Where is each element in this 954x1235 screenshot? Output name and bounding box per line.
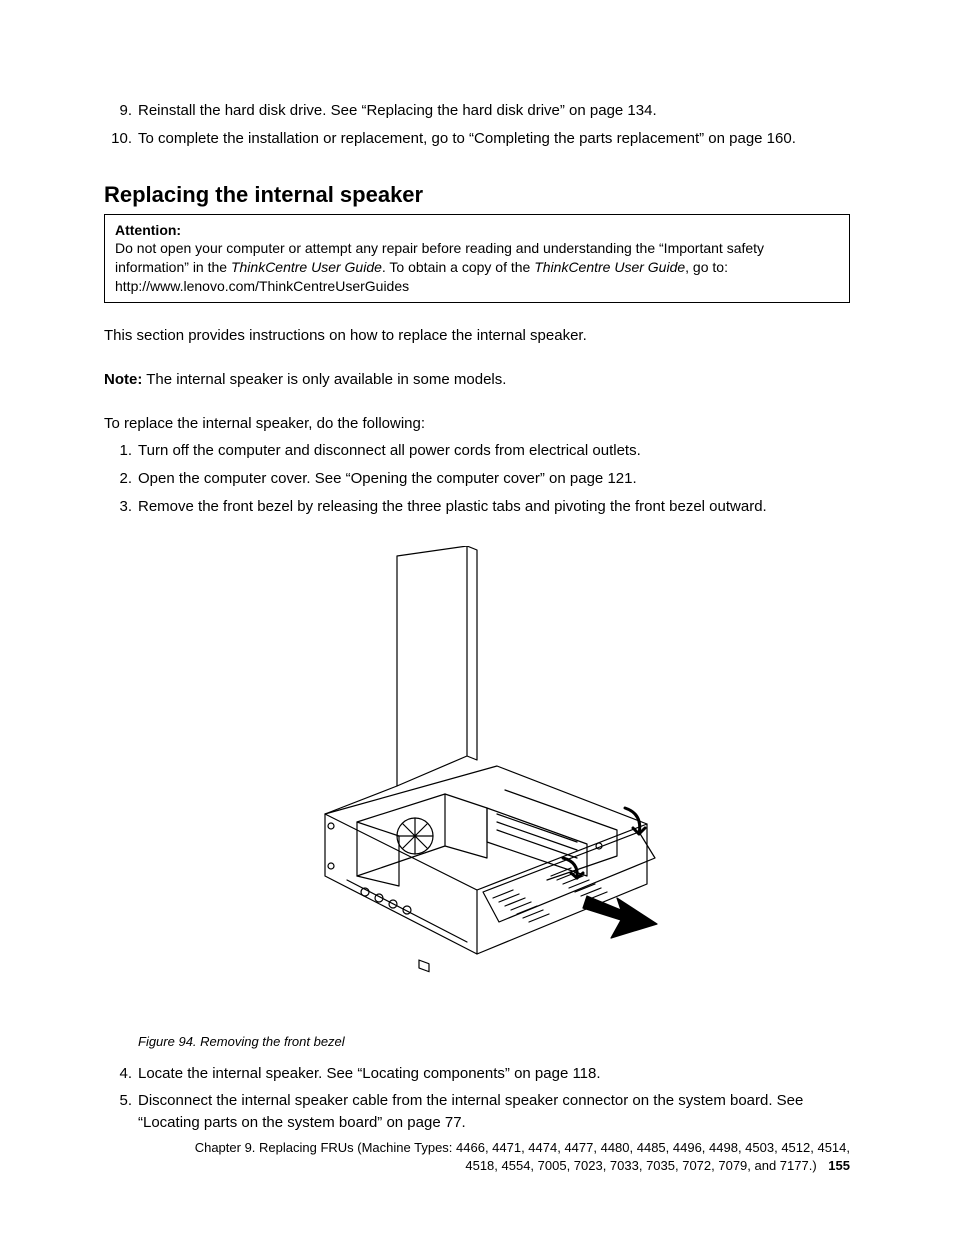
list-item: 10. To complete the installation or repl… (104, 128, 850, 150)
item-number: 5. (104, 1090, 138, 1134)
attention-text: . To obtain a copy of the (382, 259, 534, 275)
item-text: Disconnect the internal speaker cable fr… (138, 1090, 850, 1134)
list-item: 9. Reinstall the hard disk drive. See “R… (104, 100, 850, 122)
item-number: 10. (104, 128, 138, 150)
item-number: 1. (104, 440, 138, 462)
item-text: To complete the installation or replacem… (138, 128, 850, 150)
section-heading: Replacing the internal speaker (104, 182, 850, 208)
item-text: Reinstall the hard disk drive. See “Repl… (138, 100, 850, 122)
footer-text: 4518, 4554, 7005, 7023, 7033, 7035, 7072… (465, 1158, 816, 1173)
item-number: 4. (104, 1063, 138, 1085)
page: 9. Reinstall the hard disk drive. See “R… (0, 0, 954, 1235)
attention-italic: ThinkCentre User Guide (534, 259, 685, 275)
item-number: 2. (104, 468, 138, 490)
note-paragraph: Note: The internal speaker is only avail… (104, 369, 850, 391)
item-text: Locate the internal speaker. See “Locati… (138, 1063, 850, 1085)
item-number: 9. (104, 100, 138, 122)
lead-in-paragraph: To replace the internal speaker, do the … (104, 413, 850, 435)
attention-url: http://www.lenovo.com/ThinkCentreUserGui… (115, 277, 839, 296)
list-item: 5. Disconnect the internal speaker cable… (104, 1090, 850, 1134)
page-number: 155 (828, 1158, 850, 1173)
note-text: The internal speaker is only available i… (142, 371, 506, 388)
list-item: 4. Locate the internal speaker. See “Loc… (104, 1063, 850, 1085)
footer-line: Chapter 9. Replacing FRUs (Machine Types… (104, 1139, 850, 1157)
steps-list-b: 4. Locate the internal speaker. See “Loc… (104, 1063, 850, 1134)
attention-text: in the (193, 259, 231, 275)
figure (104, 546, 850, 1016)
page-footer: Chapter 9. Replacing FRUs (Machine Types… (104, 1139, 850, 1175)
item-text: Remove the front bezel by releasing the … (138, 496, 850, 518)
attention-italic: ThinkCentre User Guide (231, 259, 382, 275)
attention-label: Attention: (115, 221, 839, 240)
attention-box: Attention: Do not open your computer or … (104, 214, 850, 304)
steps-list-a: 1. Turn off the computer and disconnect … (104, 440, 850, 517)
item-number: 3. (104, 496, 138, 518)
attention-text: , go to: (685, 259, 728, 275)
item-text: Open the computer cover. See “Opening th… (138, 468, 850, 490)
continued-ordered-list: 9. Reinstall the hard disk drive. See “R… (104, 100, 850, 150)
list-item: 1. Turn off the computer and disconnect … (104, 440, 850, 462)
diagram-icon (287, 546, 667, 1016)
intro-paragraph: This section provides instructions on ho… (104, 325, 850, 347)
list-item: 3. Remove the front bezel by releasing t… (104, 496, 850, 518)
note-label: Note: (104, 371, 142, 388)
attention-body: Do not open your computer or attempt any… (115, 239, 839, 277)
footer-line: 4518, 4554, 7005, 7023, 7033, 7035, 7072… (104, 1157, 850, 1175)
list-item: 2. Open the computer cover. See “Opening… (104, 468, 850, 490)
figure-caption: Figure 94. Removing the front bezel (138, 1034, 850, 1049)
item-text: Turn off the computer and disconnect all… (138, 440, 850, 462)
